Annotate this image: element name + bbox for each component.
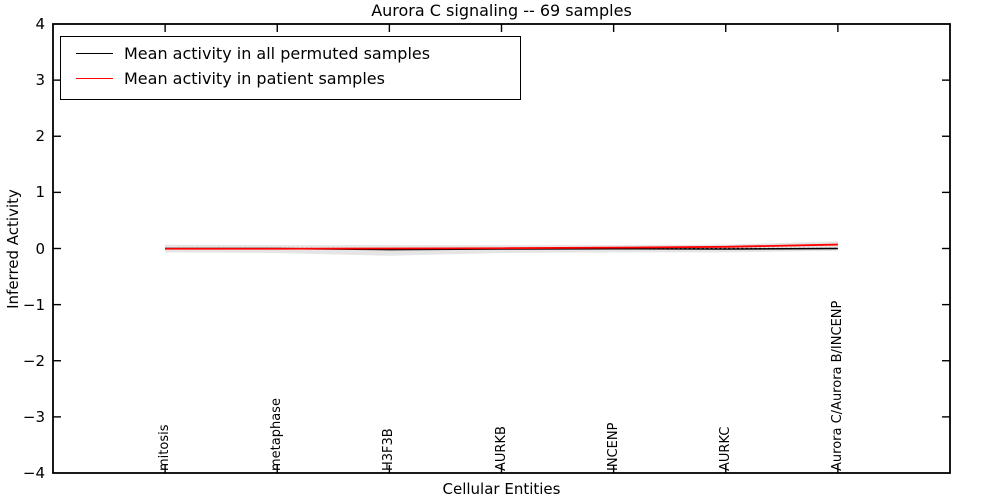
y-tick-label: 4 (35, 15, 45, 33)
x-tick-label: INCENP (605, 422, 621, 471)
legend-item-permuted: Mean activity in all permuted samples (61, 41, 520, 66)
patient-line-swatch (76, 78, 113, 79)
x-axis-label: Cellular Entities (442, 480, 561, 498)
x-tick-label: mitosis (157, 424, 173, 471)
legend-item-patient: Mean activity in patient samples (61, 66, 520, 91)
series-line-patient-mean (165, 243, 838, 250)
y-tick-label: −3 (22, 407, 45, 426)
legend: Mean activity in all permuted samples Me… (60, 36, 521, 100)
chart-title: Aurora C signaling -- 69 samples (371, 1, 632, 20)
y-tick-label: −1 (22, 295, 45, 314)
x-tick-label: AURKB (493, 426, 509, 471)
x-tick-label: metaphase (269, 398, 285, 471)
x-tick-label: AURKC (717, 426, 733, 471)
legend-label-permuted: Mean activity in all permuted samples (124, 44, 431, 63)
permuted-line-swatch (76, 53, 113, 54)
x-tick-label: H3F3B (381, 428, 397, 471)
x-tick-label: Aurora C/Aurora B/INCENP (829, 300, 845, 471)
y-tick-label: 3 (35, 71, 45, 90)
y-tick-label: 0 (35, 239, 45, 258)
y-tick-label: 1 (35, 183, 45, 202)
y-tick-label: −2 (22, 351, 45, 370)
y-tick-label: 2 (35, 127, 45, 146)
legend-label-patient: Mean activity in patient samples (124, 69, 385, 88)
y-tick-label: −4 (22, 464, 45, 482)
